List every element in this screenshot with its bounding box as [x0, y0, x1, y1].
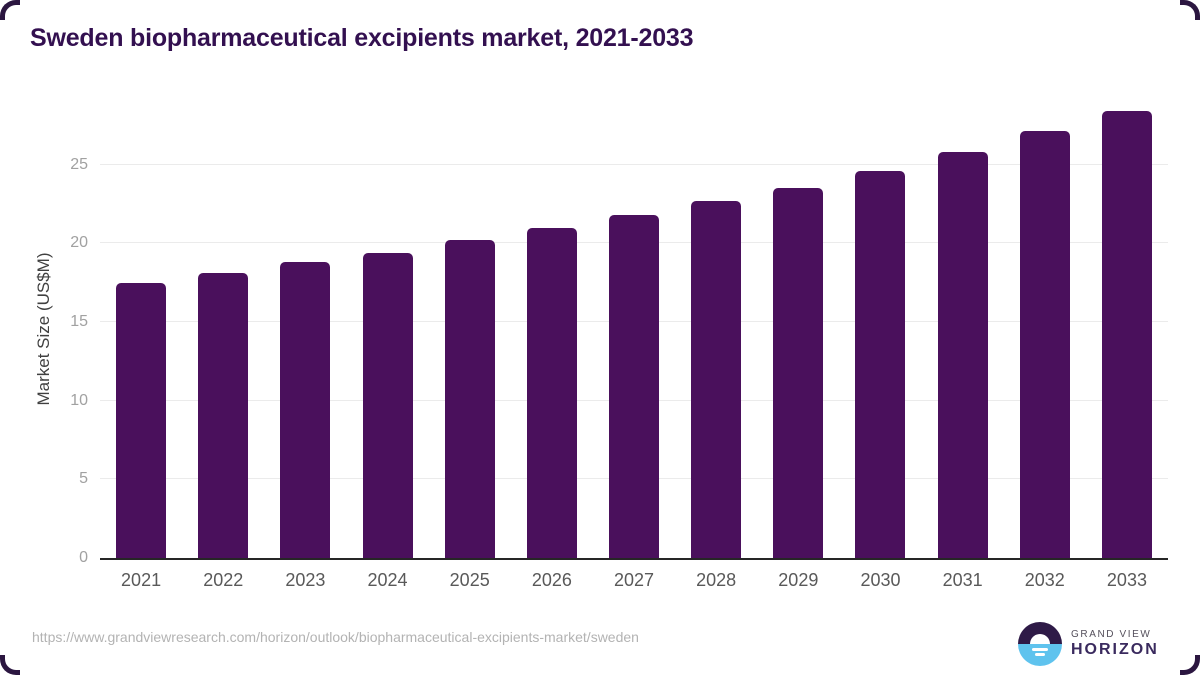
x-tick-label-2032: 2032	[1024, 570, 1065, 590]
bar-slot-2022	[182, 100, 264, 558]
bar-2028	[691, 200, 742, 558]
gridline-25	[100, 163, 1168, 165]
bar-slot-2024	[346, 100, 428, 558]
bar-slot-2032	[1004, 100, 1086, 558]
y-axis-tick-labels: 0 5 10 15 20 25	[0, 100, 88, 565]
x-tick-label-2024: 2024	[367, 570, 408, 590]
bar-2029	[773, 188, 824, 558]
bar-slot-2021	[100, 100, 182, 558]
bar-slot-2029	[757, 100, 839, 558]
bar-slot-2033	[1086, 100, 1168, 558]
bar-2022	[198, 273, 249, 558]
y-tick-label: 0	[79, 549, 88, 566]
bar-slot-2027	[593, 100, 675, 558]
bar-2033	[1101, 111, 1152, 558]
y-tick-label: 25	[70, 155, 88, 173]
bar-slot-2025	[429, 100, 511, 558]
source-url: https://www.grandviewresearch.com/horizo…	[32, 629, 639, 645]
x-tick-label-2025: 2025	[449, 570, 490, 590]
x-axis-tick-labels: 2021 2022 2023 2024 2025 2026 2027 2028 2029 2030…	[100, 570, 1168, 591]
x-tick-label-2026: 2026	[531, 570, 572, 590]
bar-2031	[937, 151, 988, 558]
x-tick-label-2033: 2033	[1106, 570, 1147, 590]
logo-product-name: HORIZON	[1071, 640, 1159, 658]
bar-slot-2031	[922, 100, 1004, 558]
bar-2030	[855, 170, 906, 558]
card-corner-top-right	[1180, 0, 1200, 20]
x-tick-label-2027: 2027	[613, 570, 655, 590]
bars-row	[100, 100, 1168, 558]
bar-2027	[609, 214, 660, 558]
bar-slot-2028	[675, 100, 757, 558]
card-corner-top-left	[0, 0, 20, 20]
page-title: Sweden biopharmaceutical excipients mark…	[30, 24, 694, 52]
x-tick-label-2028: 2028	[696, 570, 737, 590]
bar-2023	[280, 262, 331, 558]
bar-slot-2023	[264, 100, 346, 558]
x-tick-label-2021: 2021	[121, 570, 162, 590]
y-tick-label: 10	[70, 391, 88, 409]
logo-brand-name: GRAND VIEW	[1071, 628, 1152, 640]
y-tick-label: 15	[70, 312, 88, 330]
x-tick-label-2022: 2022	[203, 570, 244, 590]
x-tick-label-2031: 2031	[942, 570, 983, 590]
y-tick-label: 20	[70, 234, 88, 252]
bar-2021	[116, 282, 167, 558]
bar-2025	[444, 240, 495, 558]
card-corner-bottom-right	[1180, 655, 1200, 675]
bar-2026	[526, 227, 577, 558]
y-tick-label: 5	[79, 470, 88, 488]
grand-view-horizon-logo: GRAND VIEW HORIZON	[1018, 622, 1159, 666]
x-tick-label-2030: 2030	[860, 570, 901, 590]
card-corner-bottom-left	[0, 655, 20, 675]
bar-slot-2026	[511, 100, 593, 558]
bar-slot-2030	[839, 100, 921, 558]
bar-2032	[1019, 131, 1070, 558]
bar-2024	[362, 252, 413, 558]
x-tick-label-2023: 2023	[285, 570, 326, 590]
plot-area	[100, 100, 1168, 560]
x-tick-label-2029: 2029	[778, 570, 819, 590]
horizon-sun-icon	[1018, 622, 1062, 666]
